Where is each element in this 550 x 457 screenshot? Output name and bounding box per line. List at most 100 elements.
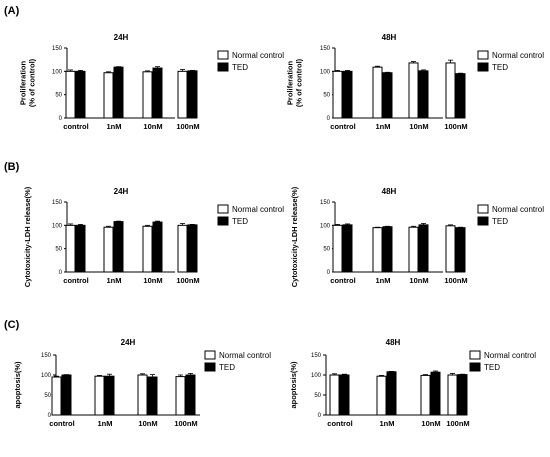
x-tick-label: control	[330, 122, 355, 131]
legend-label: TED	[232, 63, 248, 72]
y-tick-label: 150	[320, 200, 331, 206]
y-tick-label: 0	[327, 270, 331, 276]
y-axis-label: (% of control)	[28, 58, 37, 107]
y-tick-label: 100	[41, 373, 52, 379]
bar-ted	[386, 371, 397, 416]
bar-ted	[147, 376, 158, 416]
bar-normal-control	[420, 374, 431, 416]
legend-label: Normal control	[492, 205, 544, 214]
y-axis-label: (% of control)	[295, 58, 304, 107]
legend-label: Normal control	[219, 351, 271, 360]
x-tick-label: 10nM	[409, 122, 428, 131]
x-tick-label: 10nM	[143, 122, 162, 131]
bar-ted	[455, 227, 466, 273]
bar-ted	[75, 224, 86, 273]
y-axis-label: apoptosis(%)	[289, 361, 298, 409]
bar-normal-control	[142, 225, 153, 273]
bar-ted	[104, 375, 115, 416]
y-tick-label: 50	[55, 93, 62, 99]
y-tick-label: 50	[323, 247, 330, 253]
x-tick-label: 1nM	[376, 122, 391, 131]
bar-normal-control	[408, 62, 419, 119]
chart-1: 24H 0 50 100 150 Proliferation (% of control) c…	[19, 33, 285, 131]
x-tick-label: 100nM	[174, 419, 197, 428]
bar-ted	[455, 73, 466, 119]
legend-swatch-ted	[469, 362, 481, 372]
panel-label-a: (A)	[4, 5, 20, 17]
bar-normal-control	[65, 70, 76, 119]
chart-2: 48H 0 50 100 150 Proliferation (% of control) c…	[286, 33, 545, 131]
bar-ted	[342, 70, 353, 119]
legend-swatch-ted	[477, 62, 489, 72]
bar-normal-control	[137, 374, 148, 416]
panel-label-b: (B)	[4, 161, 20, 173]
bar-normal-control	[332, 224, 343, 273]
y-tick-label: 150	[320, 46, 331, 52]
legend-label: TED	[219, 363, 235, 372]
bar-ted	[75, 70, 86, 119]
bar-normal-control	[329, 374, 340, 416]
x-tick-label: 1nM	[376, 276, 391, 285]
bar-ted	[430, 371, 441, 416]
x-tick-label: control	[63, 276, 88, 285]
y-tick-label: 0	[59, 270, 63, 276]
x-tick-label: 10nM	[138, 419, 157, 428]
y-tick-label: 150	[52, 200, 63, 206]
legend-swatch-normal-control	[477, 204, 489, 214]
y-tick-label: 100	[52, 223, 63, 229]
x-tick-label: 100nM	[176, 276, 199, 285]
legend-label: TED	[492, 217, 508, 226]
bar-normal-control	[408, 226, 419, 273]
chart-title: 24H	[114, 33, 129, 42]
chart-title: 24H	[121, 338, 136, 347]
bar-ted	[61, 374, 72, 416]
x-tick-label: 100nM	[446, 419, 469, 428]
bar-ted	[418, 70, 429, 119]
legend-swatch-ted	[477, 216, 489, 226]
x-tick-label: 100nM	[176, 122, 199, 131]
legend-swatch-ted	[217, 62, 229, 72]
bar-ted	[113, 66, 124, 119]
y-tick-label: 150	[311, 353, 322, 359]
bar-normal-control	[177, 224, 188, 273]
y-tick-label: 0	[318, 413, 322, 419]
x-tick-label: 100nM	[444, 276, 467, 285]
bar-ted	[152, 221, 163, 273]
bar-normal-control	[445, 62, 456, 119]
bar-normal-control	[175, 376, 186, 416]
bar-normal-control	[177, 70, 188, 119]
x-tick-label: 10nM	[143, 276, 162, 285]
chart-6: 48H 0 50 100 150 apoptosis(%) control 1nM 10nM 10…	[289, 338, 536, 428]
y-tick-label: 0	[48, 413, 52, 419]
y-axis-label: Proliferation	[19, 61, 28, 106]
y-tick-label: 0	[59, 116, 63, 122]
legend-swatch-normal-control	[204, 350, 216, 360]
bar-normal-control	[142, 71, 153, 119]
chart-title: 48H	[382, 187, 397, 196]
chart-title: 48H	[382, 33, 397, 42]
legend-swatch-ted	[217, 216, 229, 226]
bar-normal-control	[94, 375, 105, 416]
bar-normal-control	[372, 66, 383, 119]
y-tick-label: 50	[55, 247, 62, 253]
bar-ted	[152, 67, 163, 119]
x-tick-label: 1nM	[98, 419, 113, 428]
chart-5: 24H 0 50 100 150 apoptosis(%) control 1nM 10nM 10…	[13, 338, 271, 428]
y-axis-label: Cytotoxicity-LDH release(%)	[23, 186, 32, 287]
legend-swatch-normal-control	[217, 50, 229, 60]
bar-normal-control	[65, 224, 76, 273]
bar-normal-control	[445, 225, 456, 273]
chart-4: 48H 0 50 100 150 Cytotoxicity-LDH release(%) c…	[290, 186, 544, 287]
x-tick-label: 10nM	[409, 276, 428, 285]
y-tick-label: 100	[52, 69, 63, 75]
y-tick-label: 0	[327, 116, 331, 122]
y-axis-label: apoptosis(%)	[13, 361, 22, 409]
chart-title: 48H	[386, 338, 401, 347]
y-tick-label: 150	[41, 353, 52, 359]
y-tick-label: 100	[320, 69, 331, 75]
x-tick-label: 10nM	[421, 419, 440, 428]
y-axis-label: Cytotoxicity-LDH release(%)	[290, 186, 299, 287]
legend-label: TED	[484, 363, 500, 372]
x-tick-label: 1nM	[107, 276, 122, 285]
